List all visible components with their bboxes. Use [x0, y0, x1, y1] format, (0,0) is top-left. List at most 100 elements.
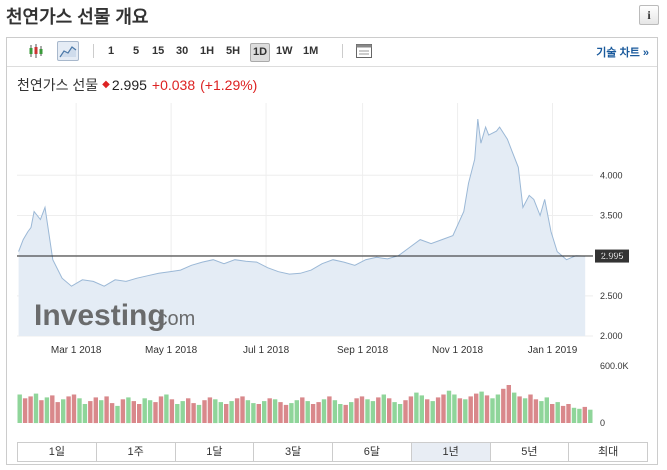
toolbar-separator [342, 44, 343, 58]
price-change: +0.038 [151, 77, 196, 93]
volume-bar [213, 399, 218, 424]
volume-bar [256, 404, 261, 423]
volume-bar [218, 402, 223, 423]
volume-bar [332, 400, 338, 423]
volume-bar [316, 402, 321, 423]
volume-bar [120, 399, 126, 424]
volume-bar [164, 394, 169, 423]
interval-15[interactable]: 15 [152, 45, 165, 57]
volume-bar [457, 398, 463, 423]
volume-bar [44, 397, 50, 424]
volume-bar [245, 400, 251, 423]
volume-bar [50, 395, 55, 423]
volume-bar [283, 404, 289, 423]
range-tab-5[interactable]: 1년 [411, 443, 491, 461]
volume-bar [479, 391, 484, 423]
volume-bar [550, 404, 555, 423]
volume-bar [474, 393, 479, 424]
range-tab-0[interactable]: 1일 [18, 443, 97, 461]
volume-tick-label: 0 [600, 418, 605, 428]
volume-bar [571, 407, 577, 423]
last-price: 2.995 [111, 77, 147, 93]
interval-1m[interactable]: 1M [303, 45, 319, 57]
range-tab-2[interactable]: 1달 [175, 443, 255, 461]
range-tab-1[interactable]: 1주 [96, 443, 176, 461]
volume-bar [376, 397, 381, 424]
interval-5[interactable]: 5 [133, 45, 140, 57]
volume-bar [202, 400, 207, 423]
advanced-chart-link[interactable]: 기술 차트 » [596, 47, 649, 59]
interval-1w[interactable]: 1W [276, 45, 293, 57]
range-tab-4[interactable]: 6달 [333, 443, 412, 461]
volume-bar [560, 405, 566, 423]
y-tick-label: 2.000 [600, 331, 623, 341]
range-tab-6[interactable]: 5년 [490, 443, 570, 461]
volume-bar [104, 396, 109, 423]
volume-bar [251, 403, 256, 423]
x-tick-label: Mar 1 2018 [51, 345, 102, 356]
interval-1h[interactable]: 1H [200, 45, 215, 57]
volume-bar [528, 394, 533, 423]
instrument-name: 천연가스 선물 [17, 77, 99, 93]
volume-bar [39, 400, 44, 423]
price-line [18, 119, 586, 287]
volume-bar [512, 392, 517, 423]
price-axis: 4.000 3.500 3.000 2.500 2.000 [600, 170, 623, 341]
price-chart[interactable]: Investing .com 2.995 4.000 3.500 3.000 2.50… [17, 103, 657, 438]
volume-bar [359, 396, 365, 423]
price-area-fill [18, 119, 586, 336]
volume-bar [169, 399, 175, 424]
volume-tick-label: 600.0K [600, 361, 629, 371]
time-axis: Mar 1 2018 May 1 2018 Jul 1 2018 Sep 1 2018… [51, 345, 578, 356]
volume-bar [115, 405, 120, 423]
chart-widget: 1 5 15 30 1H 5H 1D 1W 1M 기술 차트 » 천연가스 선물 ◆ 2.995 +0… [6, 37, 658, 465]
volume-bar [267, 398, 272, 423]
volume-bar [147, 400, 153, 423]
volume-bar [88, 401, 93, 423]
candlestick-icon[interactable] [27, 43, 45, 59]
volume-bar [142, 398, 147, 423]
volume-bar [17, 394, 22, 423]
volume-bar [278, 402, 283, 423]
volume-bar [577, 408, 582, 424]
range-tab-3[interactable]: 3달 [254, 443, 333, 461]
volume-bar [582, 406, 587, 423]
volume-bar [180, 401, 185, 423]
volume-bar [387, 398, 392, 423]
volume-bar [55, 402, 60, 423]
volume-bar [66, 396, 71, 423]
interval-5h[interactable]: 5H [226, 45, 241, 57]
current-price-badge: 2.995 [595, 249, 629, 263]
volume-bar [484, 395, 490, 423]
volume-bar [61, 399, 66, 424]
volume-bar [224, 404, 229, 423]
volume-bar [99, 400, 104, 423]
range-tabs: 1일 1주 1달 3달 6달 1년 5년 최대 [17, 442, 648, 462]
area-chart-icon[interactable] [57, 41, 79, 61]
volume-bar [588, 409, 593, 423]
investing-watermark: Investing .com [34, 299, 195, 332]
volume-bar [555, 402, 560, 423]
volume-bar [490, 398, 495, 423]
volume-bar [343, 404, 348, 423]
volume-bars [17, 385, 593, 424]
x-tick-label: May 1 2018 [145, 345, 198, 356]
volume-bar [93, 397, 98, 424]
volume-bar [240, 396, 245, 423]
page-title: 천연가스 선물 개요 [6, 7, 149, 27]
volume-bar [403, 400, 408, 423]
volume-bar [370, 401, 376, 423]
interval-1d[interactable]: 1D [250, 43, 271, 62]
interval-1[interactable]: 1 [108, 45, 115, 57]
interval-30[interactable]: 30 [176, 45, 189, 57]
range-tab-7[interactable]: 최대 [569, 443, 647, 461]
window-settings-icon[interactable] [355, 43, 373, 59]
volume-bar [365, 399, 370, 424]
volume-bar [381, 394, 386, 423]
volume-bar [338, 404, 343, 423]
volume-bar [408, 396, 414, 423]
watermark-suffix: .com [152, 308, 195, 330]
volume-bar [33, 393, 39, 424]
info-icon[interactable]: i [639, 5, 659, 25]
x-tick-label: Nov 1 2018 [432, 345, 484, 356]
